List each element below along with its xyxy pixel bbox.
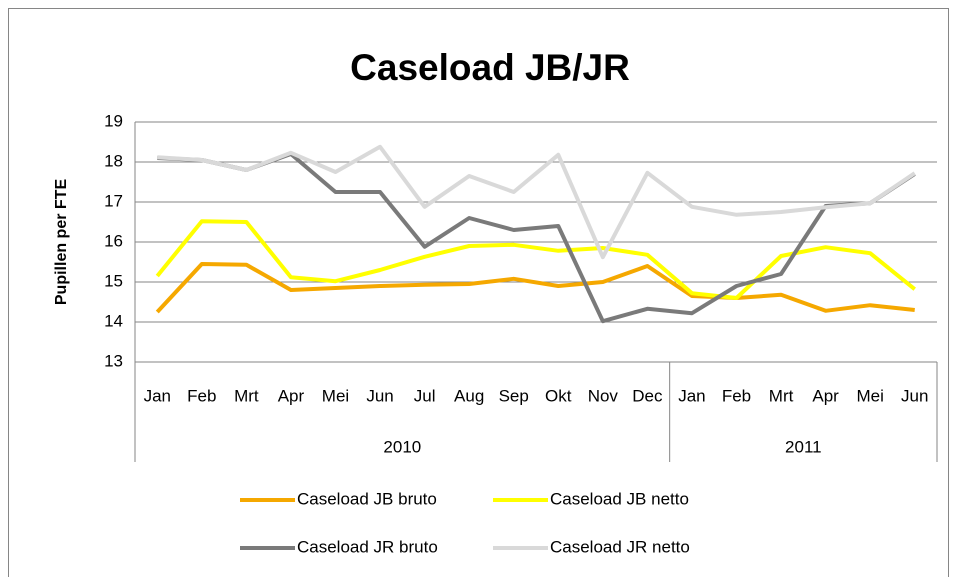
legend-label: Caseload JB bruto bbox=[297, 489, 437, 508]
y-tick-label: 15 bbox=[104, 271, 123, 290]
x-tick-label: Apr bbox=[812, 386, 839, 405]
y-tick-label: 14 bbox=[104, 311, 123, 330]
y-tick-label: 17 bbox=[104, 191, 123, 210]
x-tick-label: Mei bbox=[322, 386, 349, 405]
chart-title: Caseload JB/JR bbox=[350, 47, 630, 88]
x-tick-label: Jan bbox=[144, 386, 171, 405]
x-tick-label: Dec bbox=[632, 386, 663, 405]
y-tick-label: 18 bbox=[104, 151, 123, 170]
x-tick-label: Okt bbox=[545, 386, 572, 405]
x-tick-label: Jan bbox=[678, 386, 705, 405]
x-tick-label: Nov bbox=[588, 386, 619, 405]
x-tick-label: Apr bbox=[278, 386, 305, 405]
x-tick-label: Mrt bbox=[234, 386, 259, 405]
x-tick-label: Jul bbox=[414, 386, 436, 405]
series-line bbox=[157, 144, 916, 260]
x-tick-label: Sep bbox=[499, 386, 529, 405]
x-tick-label: Jun bbox=[901, 386, 928, 405]
x-tick-label: Feb bbox=[187, 386, 216, 405]
legend-label: Caseload JR netto bbox=[550, 537, 690, 556]
x-tick-label: Mei bbox=[856, 386, 883, 405]
series-line bbox=[155, 219, 916, 300]
legend-label: Caseload JR bruto bbox=[297, 537, 438, 556]
x-group-label: 2011 bbox=[785, 437, 822, 456]
chart-border bbox=[8, 8, 949, 577]
legend-label: Caseload JB netto bbox=[550, 489, 689, 508]
y-axis-label: Pupillen per FTE bbox=[53, 179, 70, 306]
x-tick-label: Mrt bbox=[769, 386, 794, 405]
x-group-label: 2010 bbox=[383, 437, 421, 456]
x-tick-label: Aug bbox=[454, 386, 484, 405]
x-tick-label: Feb bbox=[722, 386, 751, 405]
y-tick-label: 16 bbox=[104, 231, 123, 250]
x-tick-label: Jun bbox=[366, 386, 393, 405]
y-tick-label: 13 bbox=[104, 351, 123, 370]
y-tick-label: 19 bbox=[104, 111, 123, 130]
series-line bbox=[155, 262, 915, 314]
